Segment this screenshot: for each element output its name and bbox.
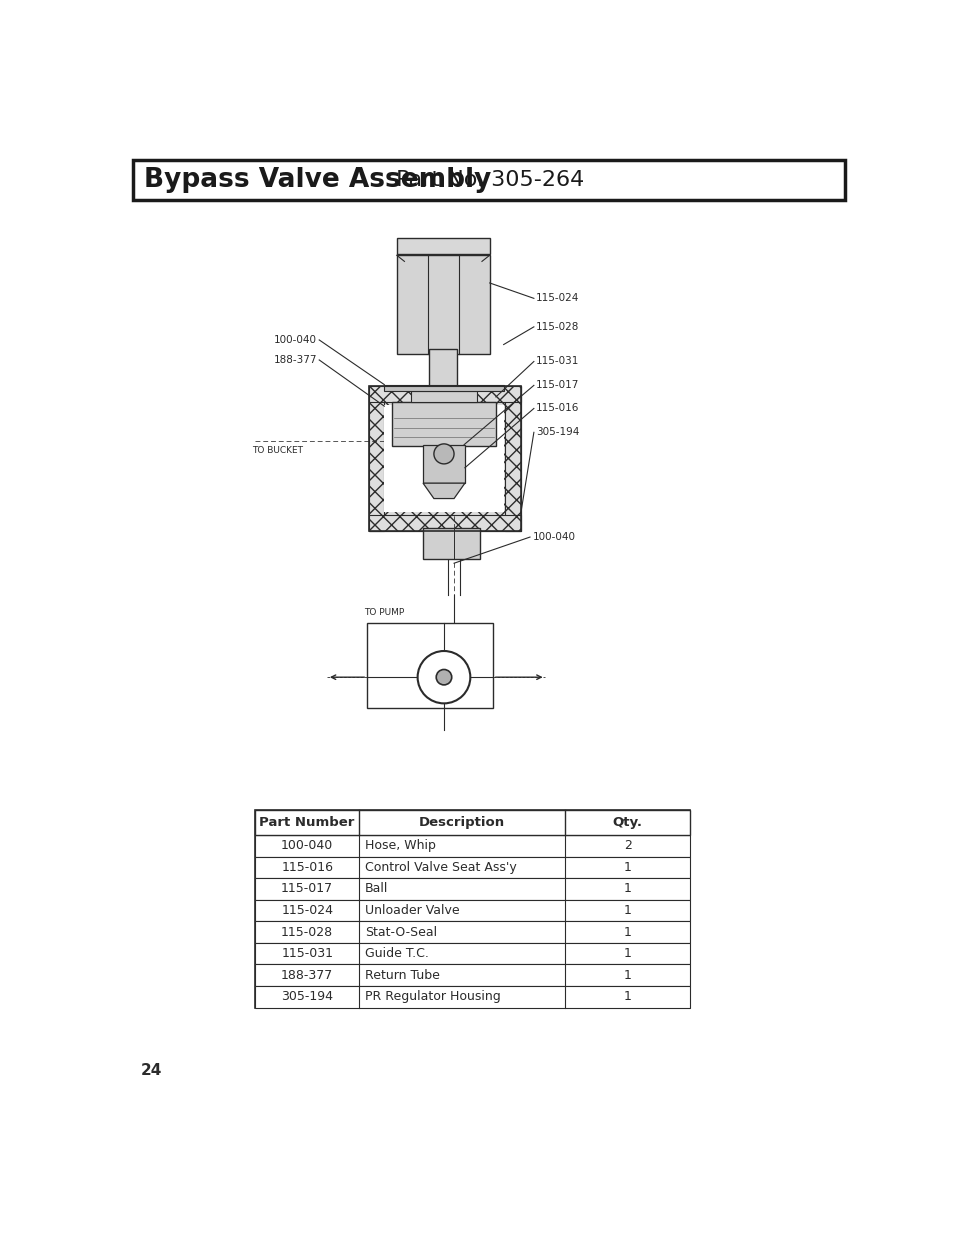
Text: Return Tube: Return Tube	[365, 968, 439, 982]
Bar	[429, 350, 456, 387]
Text: 115-017: 115-017	[536, 380, 579, 390]
Text: 115-016: 115-016	[281, 861, 333, 874]
Bar	[422, 527, 480, 558]
Text: 1: 1	[623, 968, 631, 982]
Bar	[384, 405, 503, 513]
Bar	[254, 900, 690, 921]
Text: 115-016: 115-016	[536, 404, 579, 414]
Text: Description: Description	[418, 816, 505, 829]
Bar	[254, 810, 690, 1008]
Text: Unloader Valve: Unloader Valve	[365, 904, 459, 918]
Bar	[422, 445, 464, 483]
Text: 115-031: 115-031	[536, 357, 579, 367]
Text: Part Number: Part Number	[259, 816, 355, 829]
Text: Guide T.C.: Guide T.C.	[365, 947, 428, 960]
Text: 115-024: 115-024	[281, 904, 333, 918]
Text: Stat-O-Seal: Stat-O-Seal	[365, 925, 436, 939]
Bar	[254, 942, 690, 965]
Bar	[392, 401, 496, 446]
Bar	[410, 390, 476, 401]
Text: Qty.: Qty.	[612, 816, 642, 829]
Text: 115-028: 115-028	[281, 925, 333, 939]
Text: 115-028: 115-028	[536, 322, 579, 332]
Text: 1: 1	[623, 990, 631, 1003]
Polygon shape	[422, 483, 464, 499]
Bar	[369, 515, 520, 531]
Text: Part No. 305-264: Part No. 305-264	[389, 169, 583, 190]
Text: 115-017: 115-017	[281, 883, 333, 895]
Text: 305-194: 305-194	[536, 427, 579, 437]
Bar	[254, 965, 690, 986]
Circle shape	[434, 443, 454, 464]
Text: 1: 1	[623, 904, 631, 918]
Bar	[384, 384, 503, 390]
Text: PR Regulator Housing: PR Regulator Housing	[365, 990, 500, 1003]
Text: 115-024: 115-024	[536, 294, 579, 304]
Text: Hose, Whip: Hose, Whip	[365, 840, 436, 852]
Bar	[254, 986, 690, 1008]
Text: Control Valve Seat Ass'y: Control Valve Seat Ass'y	[365, 861, 517, 874]
Text: 100-040: 100-040	[281, 840, 333, 852]
Bar	[254, 857, 690, 878]
Bar	[254, 921, 690, 942]
Text: 2: 2	[623, 840, 631, 852]
Bar	[369, 387, 384, 531]
Text: 1: 1	[623, 861, 631, 874]
Bar	[254, 835, 690, 857]
Text: 100-040: 100-040	[532, 532, 575, 542]
Bar	[396, 256, 489, 353]
Bar	[254, 810, 690, 835]
Text: 100-040: 100-040	[274, 335, 316, 345]
Text: 1: 1	[623, 883, 631, 895]
Bar	[369, 387, 520, 401]
Text: TO PUMP: TO PUMP	[364, 608, 404, 618]
Text: 24: 24	[141, 1062, 162, 1078]
Text: 188-377: 188-377	[281, 968, 333, 982]
Text: 188-377: 188-377	[274, 354, 316, 366]
Bar	[396, 238, 489, 253]
Bar	[505, 387, 520, 531]
Text: 1: 1	[623, 925, 631, 939]
Bar	[254, 878, 690, 900]
Circle shape	[436, 669, 452, 685]
Text: 305-194: 305-194	[281, 990, 333, 1003]
Bar	[133, 159, 843, 200]
Bar	[367, 624, 493, 708]
Text: 1: 1	[623, 947, 631, 960]
Text: Ball: Ball	[365, 883, 388, 895]
Bar	[369, 387, 520, 531]
Text: Bypass Valve Assembly: Bypass Valve Assembly	[144, 167, 491, 193]
Circle shape	[417, 651, 470, 704]
Text: 115-031: 115-031	[281, 947, 333, 960]
Text: TO BUCKET: TO BUCKET	[253, 446, 303, 456]
Bar	[369, 387, 520, 531]
